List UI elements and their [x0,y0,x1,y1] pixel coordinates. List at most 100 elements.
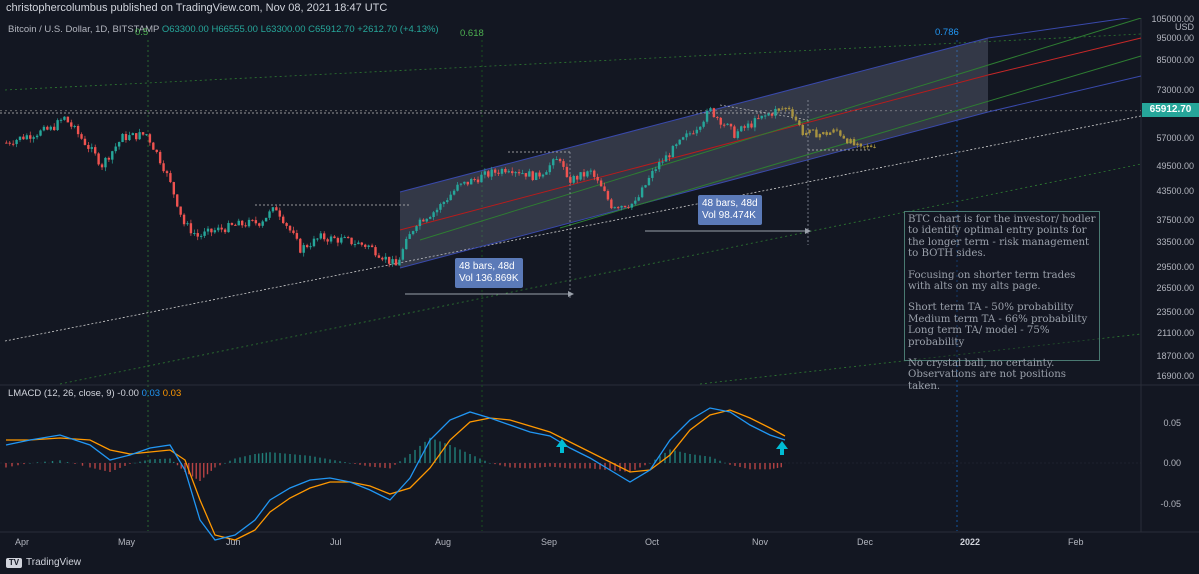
candle-body [627,207,630,209]
macd-histogram-bar [714,458,716,463]
candle-body [719,117,722,125]
note-paragraph-3: Short term TA - 50% probability Medium t… [908,302,1096,348]
macd-tick-0.05: 0.05 [1163,418,1181,428]
macd-histogram-bar [684,452,686,463]
candle-body [497,172,500,174]
candle-body [172,182,176,195]
candle-body [35,135,39,138]
macd-histogram-bar [139,461,141,463]
macd-histogram-bar [210,463,212,471]
time-tick-label: Nov [752,537,769,547]
macd-histogram-bar [544,463,546,468]
candle-body [616,207,620,209]
macd-histogram-bar [689,454,691,463]
macd-histogram-bar [364,463,366,466]
candle-body [531,171,534,181]
candle-body [176,194,179,207]
projection-body [787,107,791,110]
macd-histogram-bar [254,454,256,463]
candle-body [675,144,678,147]
candle-body [360,242,364,245]
analysis-note[interactable]: BTC chart is for the investor/ hodler to… [904,211,1100,392]
fan-line-2 [419,17,1142,241]
candle-body [394,259,398,266]
candle-body [340,237,343,243]
candle-body [668,155,671,158]
candle-body [589,170,593,172]
candle-body [186,223,189,225]
candle-body [418,219,422,227]
macd-histogram-bar [159,458,161,463]
macd-histogram-bar [219,463,221,466]
candle-body [121,134,124,143]
macd-histogram-bar [334,460,336,463]
macd-histogram-bar [499,463,501,466]
candle-body [367,245,370,247]
macd-histogram-bar [489,463,491,464]
measure-box-2[interactable]: 48 bars, 48d Vol 98.474K [698,195,762,225]
candle-body [29,135,32,139]
note-short-term: Short term TA - 50% probability [908,302,1074,314]
candle-body [681,137,685,140]
candle-body [49,126,52,130]
candle-body [493,169,497,173]
symbol-label[interactable]: Bitcoin / U.S. Dollar, 1D, BITSTAMP [8,24,160,35]
fib-0786-label: 0.786 [935,27,959,38]
candle-body [97,153,100,165]
candle-body [350,237,353,245]
candle-body [613,207,616,209]
candle-body [87,144,90,149]
macd-histogram-bar [5,463,7,468]
projection-body [798,120,801,125]
macd-histogram-bar [644,463,646,466]
candle-body [346,237,350,239]
candle-body [152,142,155,150]
macd-histogram-bar [169,458,171,463]
candle-body [299,238,302,253]
macd-histogram-bar [514,463,516,468]
candle-body [555,159,558,161]
measure-arrow-1-head [568,291,574,297]
macd-histogram-bar [319,457,321,463]
candle-body [524,173,528,177]
macd-histogram-bar [379,463,381,468]
candle-body [709,108,712,111]
macd-histogram-bar [419,445,421,463]
candle-body [237,220,240,226]
candle-body [217,227,220,231]
macd-histogram-bar [454,447,456,463]
note-paragraph-2: Focusing on shorter term trades with alt… [908,269,1076,293]
macd-histogram-bar [294,454,296,463]
candle-body [644,185,647,188]
candle-body [640,187,644,198]
projection-body [804,132,808,136]
macd-histogram-bar [584,463,586,469]
tradingview-brand[interactable]: TV TradingView [6,557,81,568]
macd-histogram-bar [44,461,46,463]
candle-body [504,168,507,173]
candle-body [722,124,726,126]
note-paragraph-1: BTC chart is for the investor/ hodler to… [908,214,1096,260]
projection-body [863,146,866,148]
candle-body [753,118,757,128]
candle-body [220,227,223,230]
projection-body [811,129,815,131]
candle-body [658,162,661,170]
macd-histogram-bar [191,463,194,477]
candle-body [169,173,172,183]
candle-body [480,174,483,183]
candle-body [545,172,548,175]
candle-body [206,228,210,232]
price-tick-label: 26500.00 [1156,283,1194,293]
macd-histogram-bar [199,463,201,481]
candle-body [141,132,145,135]
candle-body [405,238,408,250]
projection-body [869,145,873,147]
macd-histogram-bar [203,463,205,478]
macd-name[interactable]: LMACD (12, 26, close, 9) [8,388,115,399]
macd-histogram-bar [474,456,476,463]
projection-body [822,132,825,135]
measure-box-1[interactable]: 48 bars, 48d Vol 136.869K [455,258,523,288]
macd-histogram-bar [89,463,91,468]
